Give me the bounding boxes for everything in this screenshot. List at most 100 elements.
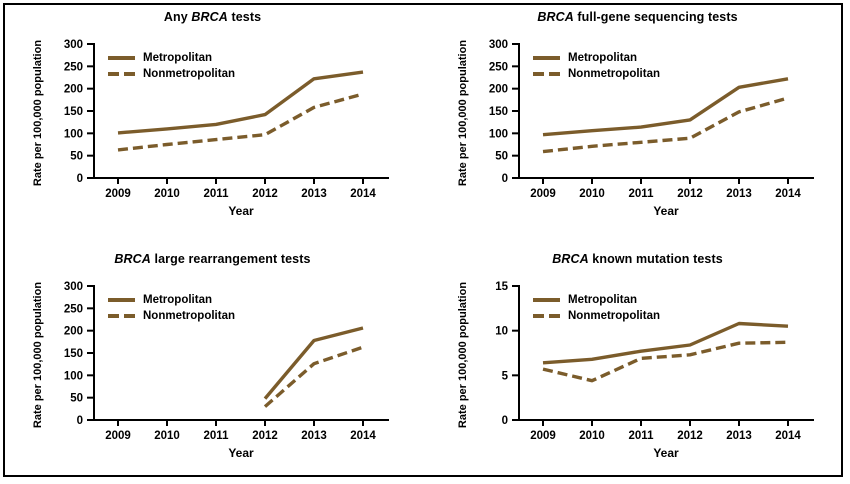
y-tick-label: 100 bbox=[64, 128, 83, 140]
y-tick-label: 300 bbox=[64, 39, 83, 51]
x-axis-title: Year bbox=[228, 446, 254, 460]
legend-label: Nonmetropolitan bbox=[143, 68, 235, 80]
metropolitan-line bbox=[542, 77, 789, 137]
title-text: full-gene sequencing tests bbox=[573, 10, 738, 24]
y-tick-label: 150 bbox=[64, 348, 83, 360]
title-text: Any bbox=[163, 10, 192, 24]
title-italic-text: BRCA bbox=[537, 10, 574, 24]
x-axis-title: Year bbox=[228, 204, 254, 218]
x-tick-label: 2013 bbox=[301, 430, 327, 442]
y-tick-label: 0 bbox=[77, 173, 83, 185]
y-tick-label: 200 bbox=[489, 84, 508, 96]
x-tick-label: 2009 bbox=[530, 430, 556, 442]
legend-label: Metropolitan bbox=[568, 294, 637, 306]
dashed-line-swatch bbox=[108, 72, 135, 76]
y-tick-label: 50 bbox=[70, 151, 83, 163]
y-tick-label: 50 bbox=[495, 151, 508, 163]
x-tick-label: 2009 bbox=[530, 188, 556, 200]
y-tick-label: 100 bbox=[64, 370, 83, 382]
x-tick-label: 2010 bbox=[154, 188, 180, 200]
title-italic-text: BRCA bbox=[552, 252, 589, 266]
chart-title: BRCA known mutation tests bbox=[425, 252, 850, 266]
nonmetropolitan-line bbox=[542, 96, 789, 154]
solid-line-swatch bbox=[533, 298, 560, 302]
x-axis-title: Year bbox=[653, 446, 679, 460]
dashed-line-swatch bbox=[533, 72, 560, 76]
y-tick-label: 200 bbox=[64, 326, 83, 338]
x-tick-label: 2009 bbox=[105, 188, 131, 200]
legend-item-metropolitan: Metropolitan bbox=[533, 50, 660, 66]
x-tick-label: 2011 bbox=[204, 430, 230, 442]
metropolitan-line bbox=[542, 321, 789, 365]
y-tick-label: 150 bbox=[489, 106, 508, 118]
x-tick-label: 2010 bbox=[154, 430, 180, 442]
y-tick-label: 200 bbox=[64, 84, 83, 96]
solid-line-swatch bbox=[533, 56, 560, 60]
x-tick-label: 2012 bbox=[252, 430, 278, 442]
title-text: large rearrangement tests bbox=[150, 252, 311, 266]
y-tick-label: 0 bbox=[502, 173, 508, 185]
x-tick-label: 2010 bbox=[579, 188, 605, 200]
y-tick-label: 100 bbox=[489, 128, 508, 140]
y-tick-label: 150 bbox=[64, 106, 83, 118]
legend-label: Nonmetropolitan bbox=[568, 310, 660, 322]
legend-item-nonmetropolitan: Nonmetropolitan bbox=[533, 66, 660, 82]
x-tick-label: 2012 bbox=[677, 430, 703, 442]
x-tick-label: 2012 bbox=[677, 188, 703, 200]
nonmetropolitan-line bbox=[542, 340, 789, 383]
title-text: known mutation tests bbox=[588, 252, 723, 266]
chart-title: BRCA large rearrangement tests bbox=[0, 252, 425, 266]
x-tick-label: 2010 bbox=[579, 430, 605, 442]
x-tick-label: 2013 bbox=[726, 430, 752, 442]
dashed-line-swatch bbox=[108, 314, 135, 318]
legend: Metropolitan Nonmetropolitan bbox=[108, 292, 235, 324]
solid-line-swatch bbox=[108, 298, 135, 302]
y-tick-label: 250 bbox=[64, 61, 83, 73]
x-tick-label: 2011 bbox=[629, 430, 655, 442]
x-tick-label: 2014 bbox=[350, 430, 376, 442]
line-plot: 0 5 10 15 2009 2010 2011 2012 2013 2014 bbox=[495, 281, 814, 442]
nonmetropolitan-line bbox=[263, 345, 364, 408]
x-axis-title: Year bbox=[653, 204, 679, 218]
chart-title: Any BRCA tests bbox=[0, 10, 425, 24]
legend-item-metropolitan: Metropolitan bbox=[108, 50, 235, 66]
x-tick-label: 2012 bbox=[252, 188, 278, 200]
line-plot: 0 50 100 150 200 250 300 2009 2010 2011 2012 2013 20… bbox=[489, 39, 814, 200]
dashed-line-swatch bbox=[533, 314, 560, 318]
x-tick-label: 2009 bbox=[105, 430, 131, 442]
metropolitan-line bbox=[263, 326, 364, 400]
legend-item-metropolitan: Metropolitan bbox=[108, 292, 235, 308]
x-tick-label: 2014 bbox=[775, 188, 801, 200]
panel-brca-full-gene-sequencing-tests: BRCA full-gene sequencing tests Rate per… bbox=[425, 0, 850, 242]
legend-item-nonmetropolitan: Nonmetropolitan bbox=[533, 308, 660, 324]
title-italic-text: BRCA bbox=[114, 252, 151, 266]
y-tick-label: 15 bbox=[495, 281, 508, 293]
legend-label: Nonmetropolitan bbox=[143, 310, 235, 322]
title-italic-text: BRCA bbox=[191, 10, 228, 24]
legend-label: Metropolitan bbox=[143, 294, 212, 306]
line-plot: 0 50 100 150 200 250 300 2009 2010 2011 2012 2013 20… bbox=[64, 281, 389, 442]
y-tick-label: 10 bbox=[495, 326, 508, 338]
chart-title: BRCA full-gene sequencing tests bbox=[425, 10, 850, 24]
y-tick-label: 5 bbox=[502, 370, 509, 382]
legend-label: Nonmetropolitan bbox=[568, 68, 660, 80]
panel-brca-known-mutation-tests: BRCA known mutation tests Rate per 100,0… bbox=[425, 242, 850, 484]
x-tick-label: 2011 bbox=[204, 188, 230, 200]
legend-item-metropolitan: Metropolitan bbox=[533, 292, 660, 308]
x-tick-label: 2013 bbox=[726, 188, 752, 200]
x-tick-label: 2014 bbox=[775, 430, 801, 442]
panel-any-brca-tests: Any BRCA tests Rate per 100,000 populati… bbox=[0, 0, 425, 242]
panel-brca-large-rearrangement-tests: BRCA large rearrangement tests Rate per … bbox=[0, 242, 425, 484]
x-tick-label: 2011 bbox=[629, 188, 655, 200]
legend: Metropolitan Nonmetropolitan bbox=[533, 50, 660, 82]
nonmetropolitan-line bbox=[117, 92, 364, 152]
y-tick-label: 300 bbox=[489, 39, 508, 51]
y-tick-label: 250 bbox=[64, 303, 83, 315]
legend-item-nonmetropolitan: Nonmetropolitan bbox=[108, 66, 235, 82]
y-tick-label: 250 bbox=[489, 61, 508, 73]
legend: Metropolitan Nonmetropolitan bbox=[108, 50, 235, 82]
legend-label: Metropolitan bbox=[143, 52, 212, 64]
y-tick-label: 0 bbox=[77, 415, 83, 427]
